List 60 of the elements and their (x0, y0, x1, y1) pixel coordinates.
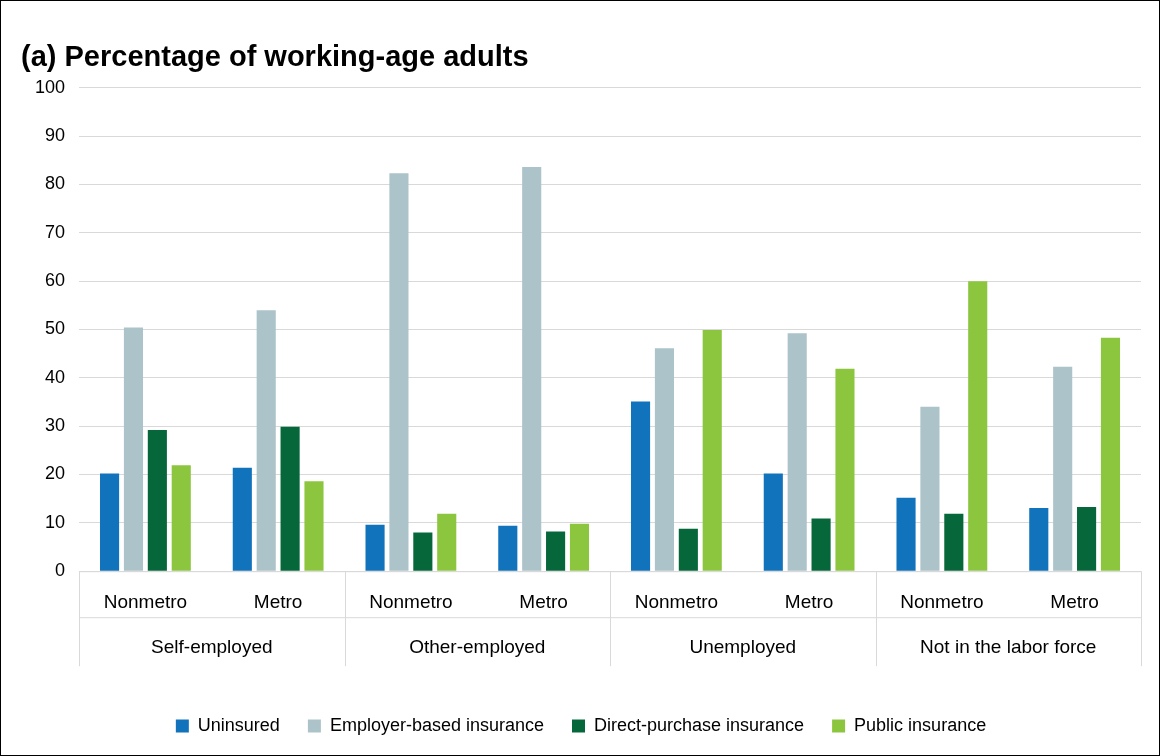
bar (232, 467, 252, 571)
bar (522, 167, 542, 571)
bar (1029, 507, 1049, 571)
x-tick-label: Metro (1050, 590, 1099, 612)
bar (811, 518, 831, 571)
bar (413, 532, 433, 571)
legend-label: Direct-purchase insurance (593, 714, 805, 735)
x-tick-label: Nonmetro (634, 590, 719, 612)
text: Self-employed (151, 636, 273, 658)
bar (1053, 366, 1073, 571)
x-tick-label: Nonmetro (369, 590, 453, 612)
y-tick-label: 70 (45, 221, 66, 242)
bar (944, 513, 964, 571)
text: Other-employed (409, 636, 546, 658)
bar (365, 524, 385, 571)
bar (1100, 337, 1121, 571)
bar (654, 348, 674, 571)
y-tick-label: 30 (45, 415, 66, 436)
text: Not in the labor force (920, 636, 1097, 658)
bar (280, 426, 300, 571)
bar (763, 473, 783, 571)
x-tick-label: Metro (784, 590, 834, 612)
bar (1077, 506, 1097, 571)
bar (569, 523, 590, 571)
y-tick-label: 40 (45, 366, 66, 387)
y-tick-label: 0 (55, 560, 66, 581)
bar (256, 310, 276, 571)
legend-label: Public insurance (854, 714, 987, 735)
x-tick-label: Nonmetro (103, 590, 188, 612)
text: Unemployed (689, 636, 797, 658)
bar (171, 465, 191, 571)
bar (678, 528, 698, 571)
y-tick-label: 20 (45, 463, 66, 484)
x-tick-label: Nonmetro (900, 590, 984, 612)
bar (100, 473, 120, 571)
x-tick-label: Metro (253, 590, 303, 612)
x-tick-label: Metro (519, 590, 568, 612)
bar (630, 401, 651, 571)
bar (437, 513, 457, 571)
bar (787, 333, 807, 571)
bar (920, 406, 940, 571)
legend-label: Employer-based insurance (329, 714, 545, 735)
y-tick-label: 50 (45, 318, 66, 339)
bar (896, 497, 916, 571)
y-tick-label: 90 (45, 125, 66, 146)
bar (123, 327, 144, 571)
bar (498, 525, 518, 571)
bar (304, 481, 324, 571)
bar (546, 531, 566, 571)
bar (702, 329, 722, 571)
bar (147, 430, 167, 571)
bar (835, 368, 855, 571)
y-tick-label: 60 (45, 270, 66, 291)
y-tick-label: 100 (34, 76, 66, 97)
y-tick-label: 10 (45, 511, 66, 532)
chart-title: (a) Percentage of working-age adults (21, 40, 529, 73)
bar (968, 281, 988, 571)
legend-label: Uninsured (197, 714, 280, 735)
y-tick-label: 80 (45, 173, 66, 194)
bar (389, 173, 409, 571)
